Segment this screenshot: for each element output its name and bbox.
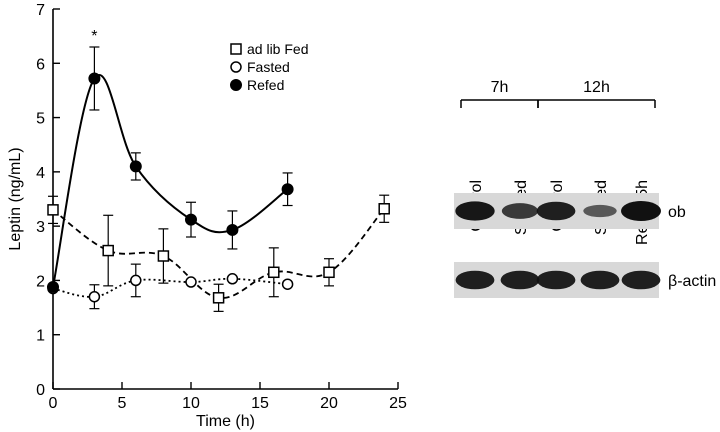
x-tick-label: 15 bbox=[251, 395, 269, 412]
blot-band bbox=[501, 203, 539, 219]
series-fasted bbox=[47, 263, 294, 310]
data-point bbox=[378, 203, 390, 215]
series-line bbox=[52, 277, 288, 298]
western-blot: 7h12hControlStarvedControlStarvedRefed 5… bbox=[454, 79, 716, 298]
legend-entry: Refed bbox=[230, 77, 284, 93]
data-point bbox=[185, 276, 197, 288]
significance-marker: * bbox=[91, 28, 97, 45]
y-tick-label: 5 bbox=[36, 111, 45, 128]
x-tick-label: 20 bbox=[320, 395, 338, 412]
blot-band bbox=[621, 201, 661, 221]
data-point bbox=[226, 223, 239, 236]
data-point bbox=[185, 213, 197, 226]
data-point bbox=[88, 72, 101, 85]
x-tick-label: 25 bbox=[389, 395, 407, 412]
legend-entry: ad lib Fed bbox=[230, 41, 308, 57]
band-label: ob bbox=[668, 204, 686, 221]
plot-axes: 0 5 10 15 20 25 0 1 2 3 4 5 6 7 Time (h) Leptin (ng/mL)… bbox=[7, 2, 407, 430]
group-label: 7h bbox=[491, 79, 509, 96]
series-refed bbox=[47, 46, 294, 293]
data-point bbox=[212, 292, 225, 304]
y-tick-label: 2 bbox=[36, 273, 45, 290]
x-axis-title: Time (h) bbox=[196, 413, 255, 430]
y-axis-title: Leptin (ng/mL) bbox=[7, 147, 24, 250]
data-point bbox=[47, 204, 59, 216]
series-ad-lib-fed bbox=[47, 194, 390, 312]
data-point bbox=[226, 273, 239, 285]
data-point bbox=[281, 278, 294, 290]
plot-series bbox=[47, 46, 390, 312]
y-tick-label: 7 bbox=[36, 2, 45, 19]
legend-label: ad lib Fed bbox=[247, 41, 308, 57]
data-point bbox=[268, 266, 280, 279]
data-point bbox=[281, 183, 294, 196]
legend-label: Refed bbox=[247, 77, 284, 93]
legend-marker bbox=[230, 79, 242, 91]
data-point bbox=[129, 160, 142, 173]
y-tick-label: 1 bbox=[36, 328, 45, 345]
band-row--actin: β-actin bbox=[454, 262, 716, 298]
group-label: 12h bbox=[583, 79, 610, 96]
y-tick-label: 3 bbox=[36, 219, 45, 236]
data-point bbox=[323, 266, 335, 279]
x-tick-label: 0 bbox=[49, 395, 58, 412]
chart-legend: ad lib Fed Fasted Refed bbox=[230, 41, 308, 93]
legend-marker bbox=[230, 61, 242, 73]
data-point bbox=[88, 290, 101, 303]
x-tick-label: 10 bbox=[182, 395, 200, 412]
legend-marker bbox=[230, 43, 242, 55]
y-tick-label: 4 bbox=[36, 165, 45, 182]
legend-label: Fasted bbox=[247, 59, 290, 75]
data-point bbox=[157, 250, 170, 262]
blot-band bbox=[455, 201, 495, 221]
blot-band bbox=[621, 270, 661, 290]
data-point bbox=[102, 244, 114, 257]
blot-band bbox=[536, 270, 576, 290]
leptin-line-chart: 0 5 10 15 20 25 0 1 2 3 4 5 6 7 Time (h) Leptin (ng/mL)… bbox=[7, 2, 407, 430]
blot-band bbox=[500, 270, 540, 290]
blot-band bbox=[583, 204, 617, 218]
blot-band bbox=[580, 270, 620, 290]
blot-band bbox=[536, 201, 576, 221]
legend-entry: Fasted bbox=[230, 59, 290, 75]
y-tick-label: 6 bbox=[36, 56, 45, 73]
y-tick-label: 0 bbox=[36, 382, 45, 399]
band-label: β-actin bbox=[668, 273, 716, 290]
data-point bbox=[47, 280, 59, 293]
band-row-ob: ob bbox=[454, 193, 686, 229]
series-line bbox=[52, 74, 289, 288]
blot-band bbox=[455, 270, 495, 290]
data-point bbox=[130, 274, 142, 287]
x-tick-label: 5 bbox=[118, 395, 127, 412]
